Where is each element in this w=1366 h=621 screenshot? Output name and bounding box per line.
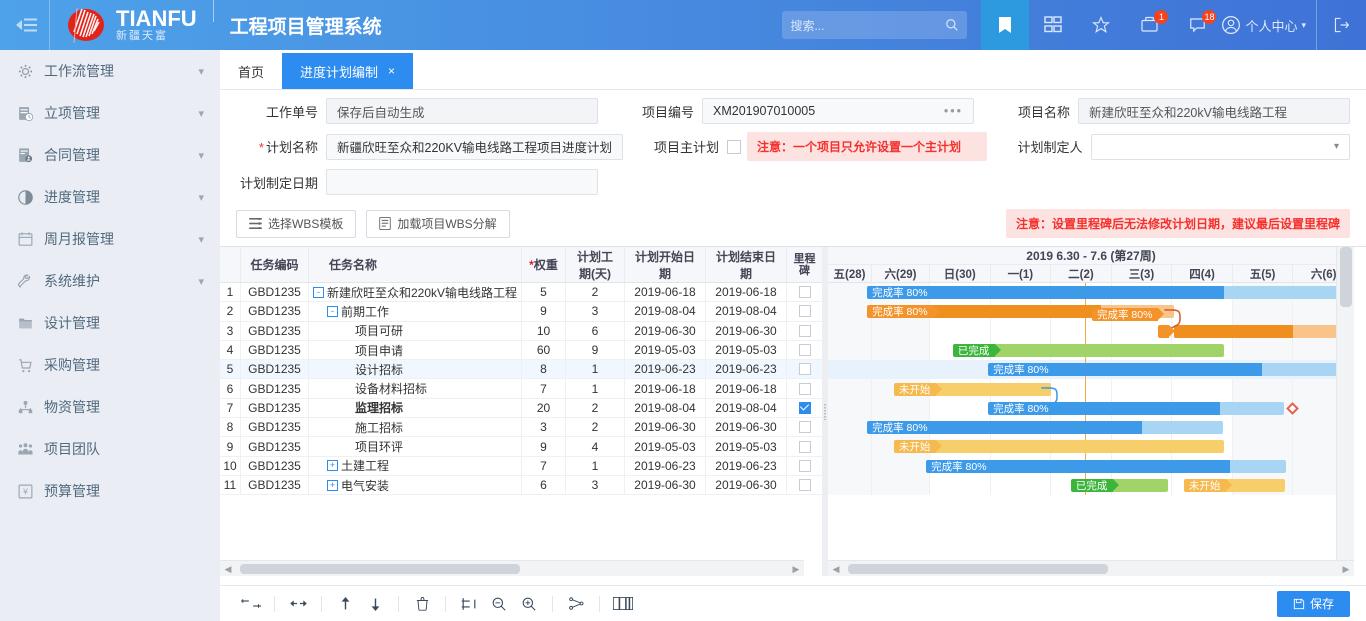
svg-text:¥: ¥ xyxy=(22,486,28,496)
